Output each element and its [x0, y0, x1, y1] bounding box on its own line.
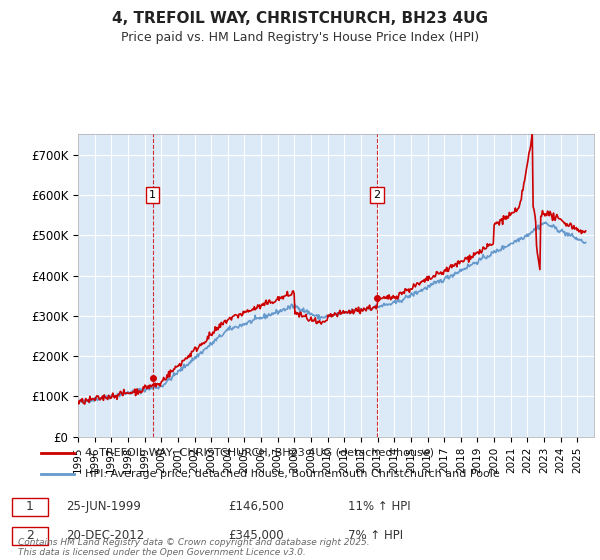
- Text: HPI: Average price, detached house, Bournemouth Christchurch and Poole: HPI: Average price, detached house, Bour…: [85, 469, 500, 479]
- Text: 7% ↑ HPI: 7% ↑ HPI: [348, 529, 403, 543]
- Text: Price paid vs. HM Land Registry's House Price Index (HPI): Price paid vs. HM Land Registry's House …: [121, 31, 479, 44]
- Text: 2: 2: [26, 529, 34, 543]
- Text: 4, TREFOIL WAY, CHRISTCHURCH, BH23 4UG (detached house): 4, TREFOIL WAY, CHRISTCHURCH, BH23 4UG (…: [85, 448, 434, 458]
- Text: 11% ↑ HPI: 11% ↑ HPI: [348, 500, 410, 514]
- Text: £146,500: £146,500: [228, 500, 284, 514]
- Text: 1: 1: [26, 500, 34, 514]
- Text: 20-DEC-2012: 20-DEC-2012: [66, 529, 144, 543]
- Text: 1: 1: [149, 190, 156, 200]
- FancyBboxPatch shape: [12, 498, 48, 516]
- Text: £345,000: £345,000: [228, 529, 284, 543]
- Text: 25-JUN-1999: 25-JUN-1999: [66, 500, 141, 514]
- Text: 2: 2: [373, 190, 380, 200]
- FancyBboxPatch shape: [12, 528, 48, 545]
- Text: 4, TREFOIL WAY, CHRISTCHURCH, BH23 4UG: 4, TREFOIL WAY, CHRISTCHURCH, BH23 4UG: [112, 11, 488, 26]
- Text: Contains HM Land Registry data © Crown copyright and database right 2025.
This d: Contains HM Land Registry data © Crown c…: [18, 538, 370, 557]
